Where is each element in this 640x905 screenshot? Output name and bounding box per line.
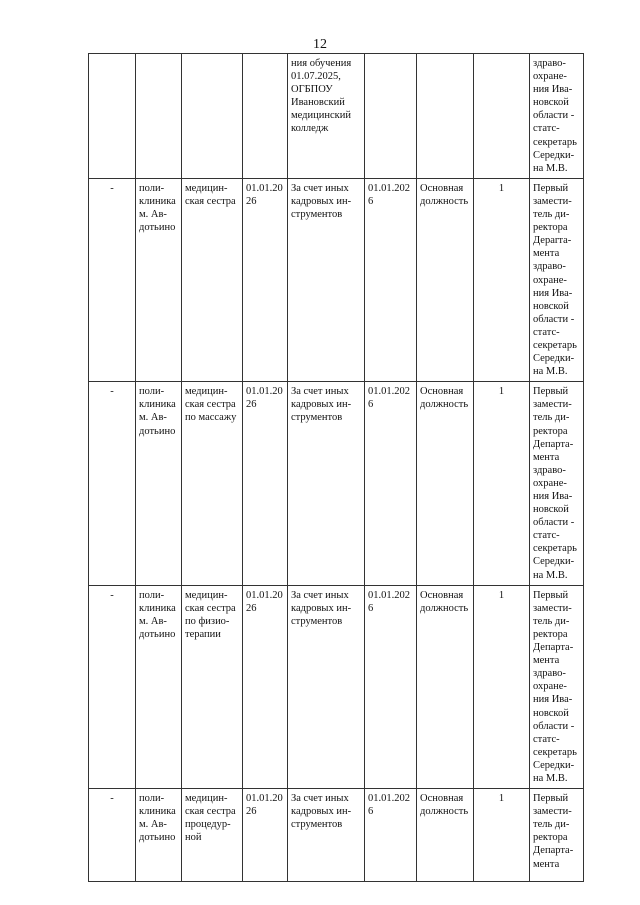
table-cell [181, 53, 243, 179]
table-cell: медицин- ская сестра по массажу [181, 381, 243, 586]
table-cell: 1 [473, 381, 530, 586]
table-cell: Основная должность [416, 788, 474, 883]
table-cell: 1 [473, 177, 530, 383]
table-cell: За счет иных кадровых ин- струментов [287, 177, 365, 383]
table-cell: Основная должность [416, 177, 474, 383]
table-cell: медицин- ская сестра [181, 177, 243, 383]
table-cell: здраво- охране- ния Ива- новской области… [529, 53, 584, 179]
table-cell: Основная должность [416, 584, 474, 790]
table-cell: 1 [473, 584, 530, 790]
table-cell: 01.01.202 6 [364, 381, 417, 586]
table-cell [88, 53, 136, 179]
table-cell: За счет иных кадровых ин- струментов [287, 584, 365, 790]
table-cell: медицин- ская сестра по физио- терапии [181, 584, 243, 790]
table-cell: - [88, 381, 136, 586]
table-cell [364, 53, 417, 179]
table-cell: 01.01.202 6 [364, 788, 417, 883]
table-cell: Основная должность [416, 381, 474, 586]
table-cell: - [88, 788, 136, 883]
table-cell: За счет иных кадровых ин- струментов [287, 788, 365, 883]
table-cell: поли- клиника м. Ав- дотьино [135, 177, 182, 383]
table-cell [416, 53, 474, 179]
table-cell: медицин- ская сестра процедур- ной [181, 788, 243, 883]
table-cell: - [88, 177, 136, 383]
page-number: 12 [313, 37, 327, 52]
table-cell: поли- клиника м. Ав- дотьино [135, 381, 182, 586]
table-row: - поли- клиника м. Ав- дотьино медицин- ск… [88, 788, 584, 883]
table-row: - поли- клиника м. Ав- дотьино медицин- ск… [88, 584, 584, 790]
table-cell [135, 53, 182, 179]
table-cell: 01.01.20 26 [242, 177, 288, 383]
table-cell: 1 [473, 788, 530, 883]
table-row: - поли- клиника м. Ав- дотьино медицин- ск… [88, 381, 584, 586]
table-row: - поли- клиника м. Ав- дотьино медицин- ск… [88, 177, 584, 383]
table-cell: 01.01.20 26 [242, 584, 288, 790]
table-cell: 01.01.202 6 [364, 584, 417, 790]
table-cell: ния обучения 01.07.2025, ОГБПОУ Ивановск… [287, 53, 365, 179]
table-cell: поли- клиника м. Ав- дотьино [135, 584, 182, 790]
table-cell: Первый замести- тель ди- ректора Департа… [529, 788, 584, 883]
table-cell: Первый замести- тель ди- ректора Деparта… [529, 177, 584, 383]
table-cell: Первый замести- тель ди- ректора Департа… [529, 584, 584, 790]
table-row: ния обучения 01.07.2025, ОГБПОУ Ивановск… [88, 53, 584, 179]
table-cell: 01.01.20 26 [242, 788, 288, 883]
table-cell: - [88, 584, 136, 790]
table-cell: поли- клиника м. Ав- дотьино [135, 788, 182, 883]
table-cell [473, 53, 530, 179]
table-cell: За счет иных кадровых ин- струментов [287, 381, 365, 586]
staff-table: ния обучения 01.07.2025, ОГБПОУ Ивановск… [88, 53, 584, 883]
table-cell [242, 53, 288, 179]
table-cell: 01.01.202 6 [364, 177, 417, 383]
table-cell: Первый замести- тель ди- ректора Департа… [529, 381, 584, 586]
table-cell: 01.01.20 26 [242, 381, 288, 586]
